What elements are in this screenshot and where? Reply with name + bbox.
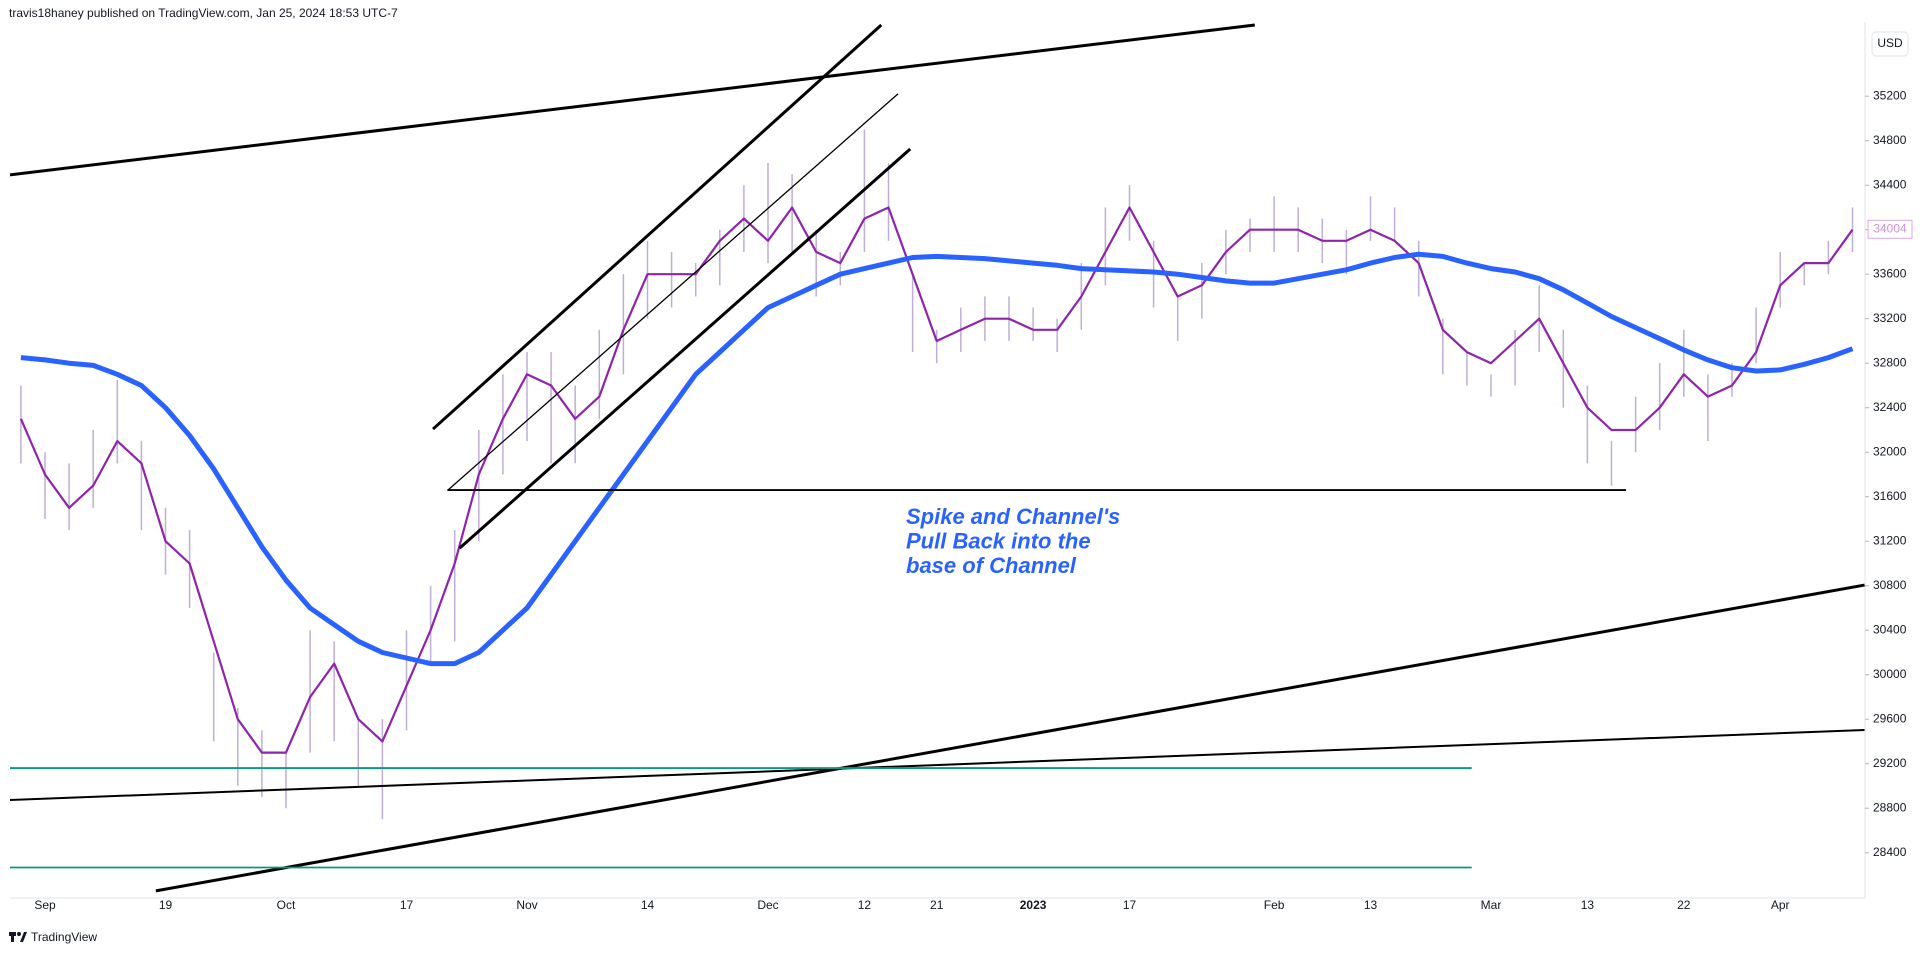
x-tick-label: 14 bbox=[641, 898, 655, 912]
currency[interactable]: USD bbox=[1877, 36, 1903, 50]
y-tick-label: 31600 bbox=[1873, 489, 1907, 503]
y-tick-label: 35200 bbox=[1873, 88, 1907, 102]
footer: TradingView bbox=[31, 930, 97, 944]
x-tick-label: 2023 bbox=[1020, 898, 1047, 912]
x-tick-label: Mar bbox=[1481, 898, 1502, 912]
trend-line bbox=[447, 93, 899, 491]
y-tick-label: 32800 bbox=[1873, 355, 1907, 369]
y-tick-label: 33600 bbox=[1873, 266, 1907, 280]
header: travis18haney published on TradingView.c… bbox=[9, 6, 398, 20]
y-tick-label: 30400 bbox=[1873, 622, 1907, 636]
x-tick-label: 13 bbox=[1581, 898, 1595, 912]
x-tick-label: 19 bbox=[159, 898, 173, 912]
x-tick-label: Sep bbox=[34, 898, 56, 912]
y-tick-label: 30800 bbox=[1873, 578, 1907, 592]
moving-average bbox=[20, 251, 1854, 667]
x-tick-label: 17 bbox=[1123, 898, 1137, 912]
logo-slash bbox=[20, 932, 27, 942]
x-tick-label: 12 bbox=[858, 898, 872, 912]
x-tick-label: Apr bbox=[1771, 898, 1790, 912]
trend-line bbox=[10, 729, 1865, 801]
logo bbox=[9, 932, 27, 942]
annotation: base of Channel bbox=[906, 553, 1077, 578]
y-tick-label: 32000 bbox=[1873, 444, 1907, 458]
x-tick-label: Oct bbox=[277, 898, 296, 912]
y-tick-label: 29600 bbox=[1873, 711, 1907, 725]
moving-average bbox=[19, 206, 1854, 754]
y-tick-label: 33200 bbox=[1873, 311, 1907, 325]
last-price-box bbox=[1867, 219, 1913, 239]
logo-dot bbox=[17, 932, 21, 936]
x-tick-label: 13 bbox=[1364, 898, 1378, 912]
y-tick-label: 30000 bbox=[1873, 667, 1907, 681]
y-tick-label: 28400 bbox=[1873, 845, 1907, 859]
trend-line bbox=[432, 23, 883, 431]
last-price-label: 34004 bbox=[1873, 221, 1907, 235]
y-tick-label: 31200 bbox=[1873, 533, 1907, 547]
trend-line bbox=[155, 583, 1865, 893]
y-tick-label: 29200 bbox=[1873, 756, 1907, 770]
plot-area bbox=[10, 23, 1865, 893]
logo-stem bbox=[11, 932, 14, 942]
currency-box[interactable] bbox=[1871, 31, 1909, 57]
trend-line bbox=[458, 147, 912, 550]
y-tick-label: 34800 bbox=[1873, 133, 1907, 147]
x-tick-label: 17 bbox=[400, 898, 414, 912]
annotation: Spike and Channel's bbox=[906, 504, 1120, 529]
y-tick-label: 28800 bbox=[1873, 800, 1907, 814]
x-tick-label: 21 bbox=[930, 898, 944, 912]
annotation: Pull Back into the bbox=[906, 528, 1091, 553]
trend-line bbox=[10, 23, 1255, 177]
x-tick-label: Feb bbox=[1264, 898, 1285, 912]
x-tick-label: Nov bbox=[516, 898, 537, 912]
y-tick-label: 34400 bbox=[1873, 177, 1907, 191]
x-tick-label: 22 bbox=[1677, 898, 1691, 912]
y-tick-label: 32400 bbox=[1873, 400, 1907, 414]
x-tick-label: Dec bbox=[757, 898, 778, 912]
